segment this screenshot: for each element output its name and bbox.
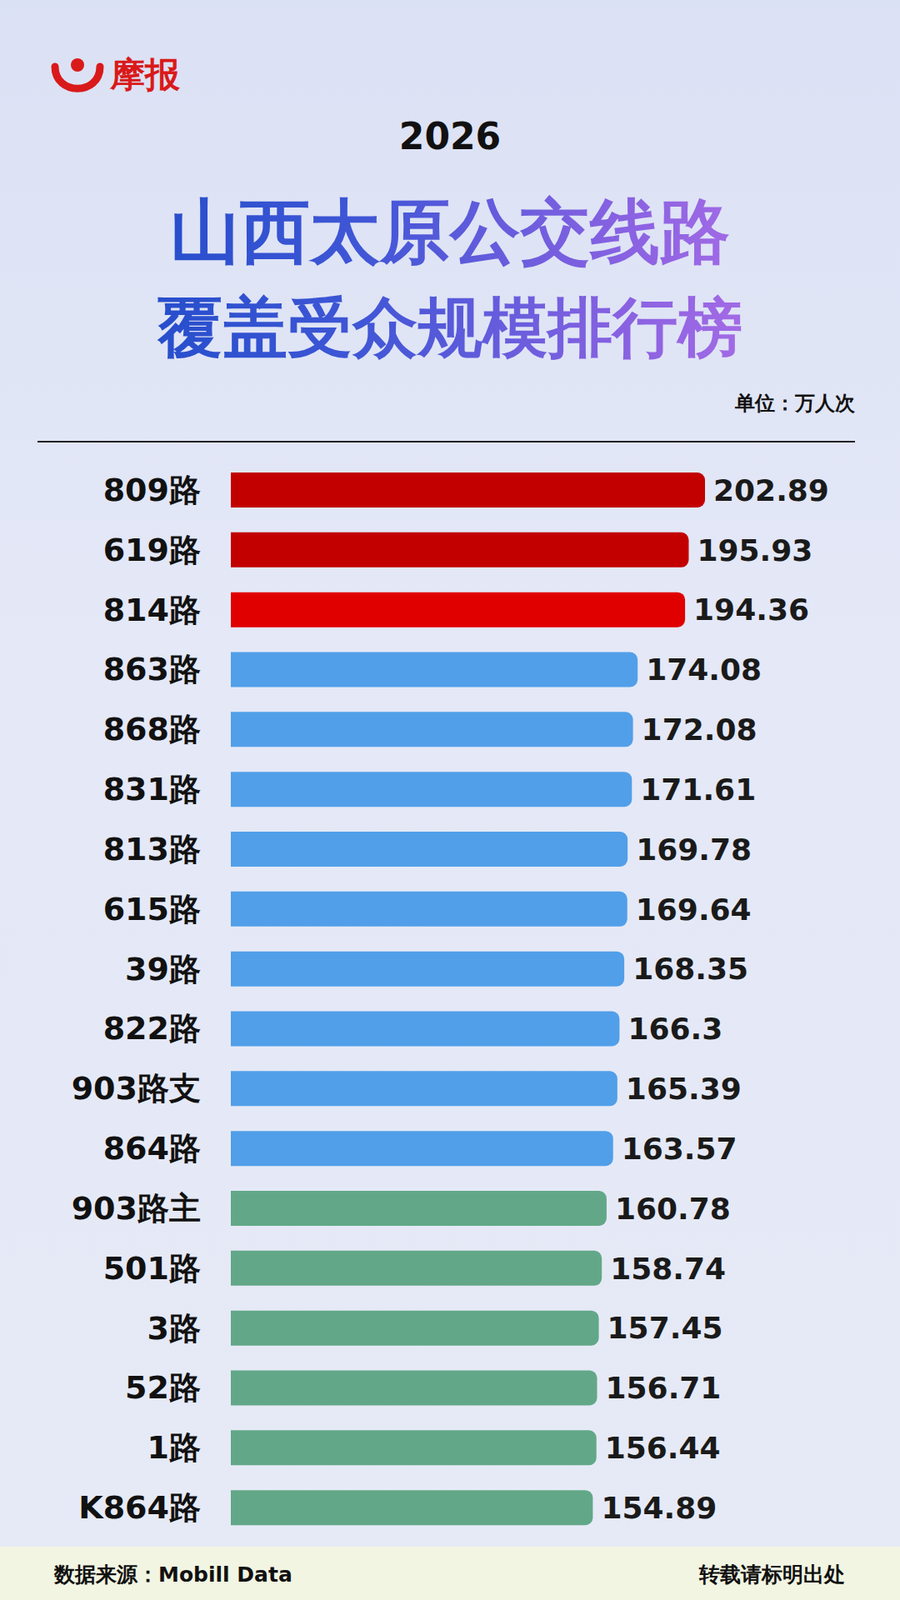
svg-text:157.45: 157.45 (607, 1310, 724, 1345)
svg-text:822路: 822路 (103, 1010, 201, 1047)
svg-text:156.71: 156.71 (605, 1370, 721, 1405)
svg-text:169.78: 169.78 (635, 832, 752, 867)
html-text:2026: 2026 (399, 115, 501, 158)
svg-text:172.08: 172.08 (641, 712, 758, 747)
svg-text:903路主: 903路主 (71, 1190, 201, 1227)
svg-text:39路: 39路 (125, 950, 201, 988)
svg-text:166.3: 166.3 (627, 1011, 723, 1046)
svg-text:615路: 615路 (103, 890, 201, 928)
html-text:摩报: 摩报 (110, 54, 180, 95)
html-text:数据来源：Mobill Data: 数据来源：Mobill Data (54, 1562, 293, 1587)
svg-text:156.44: 156.44 (605, 1430, 721, 1465)
svg-text:160.78: 160.78 (615, 1191, 731, 1226)
svg-text:163.57: 163.57 (621, 1131, 738, 1166)
svg-text:165.39: 165.39 (625, 1071, 742, 1106)
html-text:覆盖受众规模排行榜: 覆盖受众规模排行榜 (157, 290, 743, 365)
svg-text:168.35: 168.35 (632, 951, 749, 986)
svg-text:619路: 619路 (103, 531, 201, 569)
html-text:山西太原公交线路: 山西太原公交线路 (170, 190, 730, 273)
svg-text:1路: 1路 (147, 1429, 201, 1466)
svg-text:814路: 814路 (103, 591, 201, 629)
svg-text:3路: 3路 (147, 1310, 201, 1347)
svg-text:903路支: 903路支 (71, 1070, 201, 1107)
svg-text:831路: 831路 (103, 770, 201, 808)
svg-text:202.89: 202.89 (713, 473, 830, 508)
svg-text:864路: 864路 (103, 1130, 201, 1167)
svg-text:52路: 52路 (125, 1369, 201, 1406)
svg-text:169.64: 169.64 (635, 892, 752, 927)
svg-text:194.36: 194.36 (693, 592, 810, 627)
svg-text:809路: 809路 (103, 471, 201, 509)
svg-text:501路: 501路 (103, 1250, 201, 1287)
html-text:单位：万人次: 单位：万人次 (735, 391, 855, 415)
svg-text:868路: 868路 (103, 710, 201, 748)
svg-text:813路: 813路 (103, 830, 201, 868)
svg-text:174.08: 174.08 (645, 652, 762, 687)
svg-text:863路: 863路 (103, 650, 201, 688)
svg-text:K864路: K864路 (78, 1489, 201, 1526)
svg-text:171.61: 171.61 (640, 772, 756, 807)
svg-text:158.74: 158.74 (610, 1251, 726, 1286)
svg-text:195.93: 195.93 (696, 533, 813, 568)
svg-text:154.89: 154.89 (600, 1490, 717, 1525)
html-text:转载请标明出处: 转载请标明出处 (699, 1562, 845, 1587)
